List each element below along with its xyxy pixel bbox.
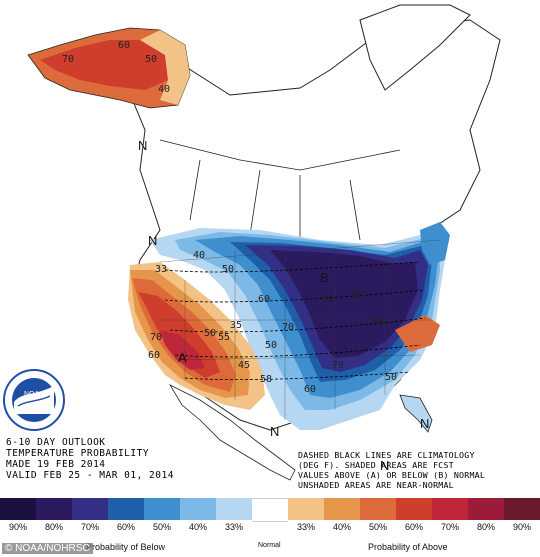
contour-label-central-80: 80 [322, 294, 334, 305]
scale-tick-label [252, 522, 288, 536]
legend-note-line: DASHED BLACK LINES ARE CLIMATOLOGY [298, 450, 475, 460]
scale-tick-label: 33% [224, 522, 243, 532]
contour-label-alaska-70: 70 [62, 54, 74, 65]
contour-label-sw-70: 70 [150, 332, 162, 343]
scale-tick-label: 70% [440, 522, 459, 532]
outlook-subtitle: TEMPERATURE PROBABILITY [6, 448, 150, 459]
swatch-below-33 [216, 498, 252, 520]
scale-tick-label: 50% [368, 522, 387, 532]
scale-tick-label: 80% [44, 522, 63, 532]
outlook-text-block: 6-10 DAY OUTLOOK TEMPERATURE PROBABILITY… [6, 437, 174, 481]
legend-note-line: UNSHADED AREAS ARE NEAR-NORMAL [298, 480, 454, 490]
alaska-above-40-edge [140, 30, 190, 105]
climatology-lines [164, 261, 426, 380]
mexico-outline [168, 384, 296, 481]
scale-tick-label: 90% [512, 522, 531, 532]
swatch-below-50 [144, 498, 180, 520]
swatch-above-70 [432, 498, 468, 520]
legend-note-block: DASHED BLACK LINES ARE CLIMATOLOGY (DEG … [298, 450, 485, 490]
florida-outline [399, 394, 433, 433]
contour-label-alaska-40: 40 [158, 84, 170, 95]
contour-label-south-50b: 50 [265, 340, 277, 351]
northeast-below-region [420, 222, 450, 265]
scale-tick-label: 33% [296, 522, 315, 532]
image-credit: © NOAA/NOHRSC [2, 543, 93, 554]
southeast-above-region [395, 315, 440, 352]
contour-label-central-90: 90 [352, 290, 364, 301]
contour-label-sw-55: 55 [218, 332, 230, 343]
region-label-n-southeast: N [380, 458, 389, 473]
swatch-below-70 [72, 498, 108, 520]
scale-tick-label: 80% [476, 522, 495, 532]
legend-note-line: (DEG F). SHADED AREAS ARE FCST [298, 460, 454, 470]
caption-probability-above: Probability of Above [368, 542, 448, 552]
swatch-below-90 [0, 498, 36, 520]
region-label-n-plains: N [270, 424, 279, 439]
legend-note-line: VALUES ABOVE (A) OR BELOW (B) NORMAL [298, 470, 486, 480]
canada-borders [159, 139, 401, 241]
swatch-above-80 [468, 498, 504, 520]
scale-tick-label: 50% [152, 522, 171, 532]
scale-tick-label: 70% [80, 522, 99, 532]
contour-label-alaska-50: 50 [145, 54, 157, 65]
region-label-n-alaska: N [138, 138, 147, 153]
noaa-logo-text: NOAA [24, 391, 44, 398]
region-label-below: B [320, 270, 329, 285]
outlook-map: 70 60 50 40 33 40 50 60 70 80 90 80 60 5… [3, 4, 501, 481]
noaa-logo: NOAA [3, 369, 65, 431]
contour-label-west-50: 50 [222, 264, 234, 275]
outlook-title: 6-10 DAY OUTLOOK [6, 437, 106, 448]
greenland-outline [359, 4, 471, 91]
swatch-above-90 [504, 498, 540, 520]
contour-label-sw-60: 60 [148, 350, 160, 361]
swatch-below-40 [180, 498, 216, 520]
outlook-valid-range: VALID FEB 25 - MAR 01, 2014 [6, 470, 174, 481]
region-label-n-canada-west: N [148, 233, 157, 248]
scale-tick-label: 60% [404, 522, 423, 532]
us-state-lines [159, 239, 441, 420]
region-label-above: A [178, 350, 187, 365]
contour-label-alaska-60: 60 [118, 40, 130, 51]
caption-probability-below: Probability of Below [86, 542, 166, 552]
map-svg: 70 60 50 40 33 40 50 60 70 80 90 80 60 5… [3, 4, 501, 481]
scale-tick-label: 40% [332, 522, 351, 532]
contour-label-central-60: 60 [258, 294, 270, 305]
scale-tick-labels: 90% 80% 70% 60% 50% 40% 33% 33% 40% 50% … [0, 522, 540, 536]
contour-label-south-60: 60 [304, 384, 316, 395]
alaska-above-60 [40, 40, 168, 90]
contour-label-west-40: 40 [193, 250, 205, 261]
contour-label-sw-35: 35 [230, 320, 242, 331]
swatch-above-60 [396, 498, 432, 520]
swatch-below-80 [36, 498, 72, 520]
contour-label-central-70: 70 [282, 322, 294, 333]
contour-label-sw-50: 50 [204, 328, 216, 339]
region-label-n-gulf: N [420, 416, 429, 431]
swatch-above-33 [288, 498, 324, 520]
contour-label-sw-58: 58 [260, 374, 272, 385]
caption-normal: Normal [258, 542, 281, 549]
probability-color-scale [0, 498, 540, 522]
contour-label-sw-45: 45 [238, 360, 250, 371]
scale-tick-label: 90% [8, 522, 27, 532]
us-below-80 [270, 250, 418, 358]
swatch-above-40 [324, 498, 360, 520]
swatch-above-50 [360, 498, 396, 520]
contour-label-south-50: 50 [385, 372, 397, 383]
swatch-below-60 [108, 498, 144, 520]
contour-label-south-70: 70 [332, 360, 344, 371]
outlook-made-date: MADE 19 FEB 2014 [6, 459, 106, 470]
west-above-70 [160, 330, 205, 370]
scale-tick-label: 60% [116, 522, 135, 532]
swatch-normal [252, 498, 288, 522]
contour-label-east-80: 80 [372, 317, 384, 328]
contour-label-west-33: 33 [155, 264, 167, 275]
scale-tick-label: 40% [188, 522, 207, 532]
scale-captions: Probability of Below Normal Probability … [0, 539, 540, 557]
